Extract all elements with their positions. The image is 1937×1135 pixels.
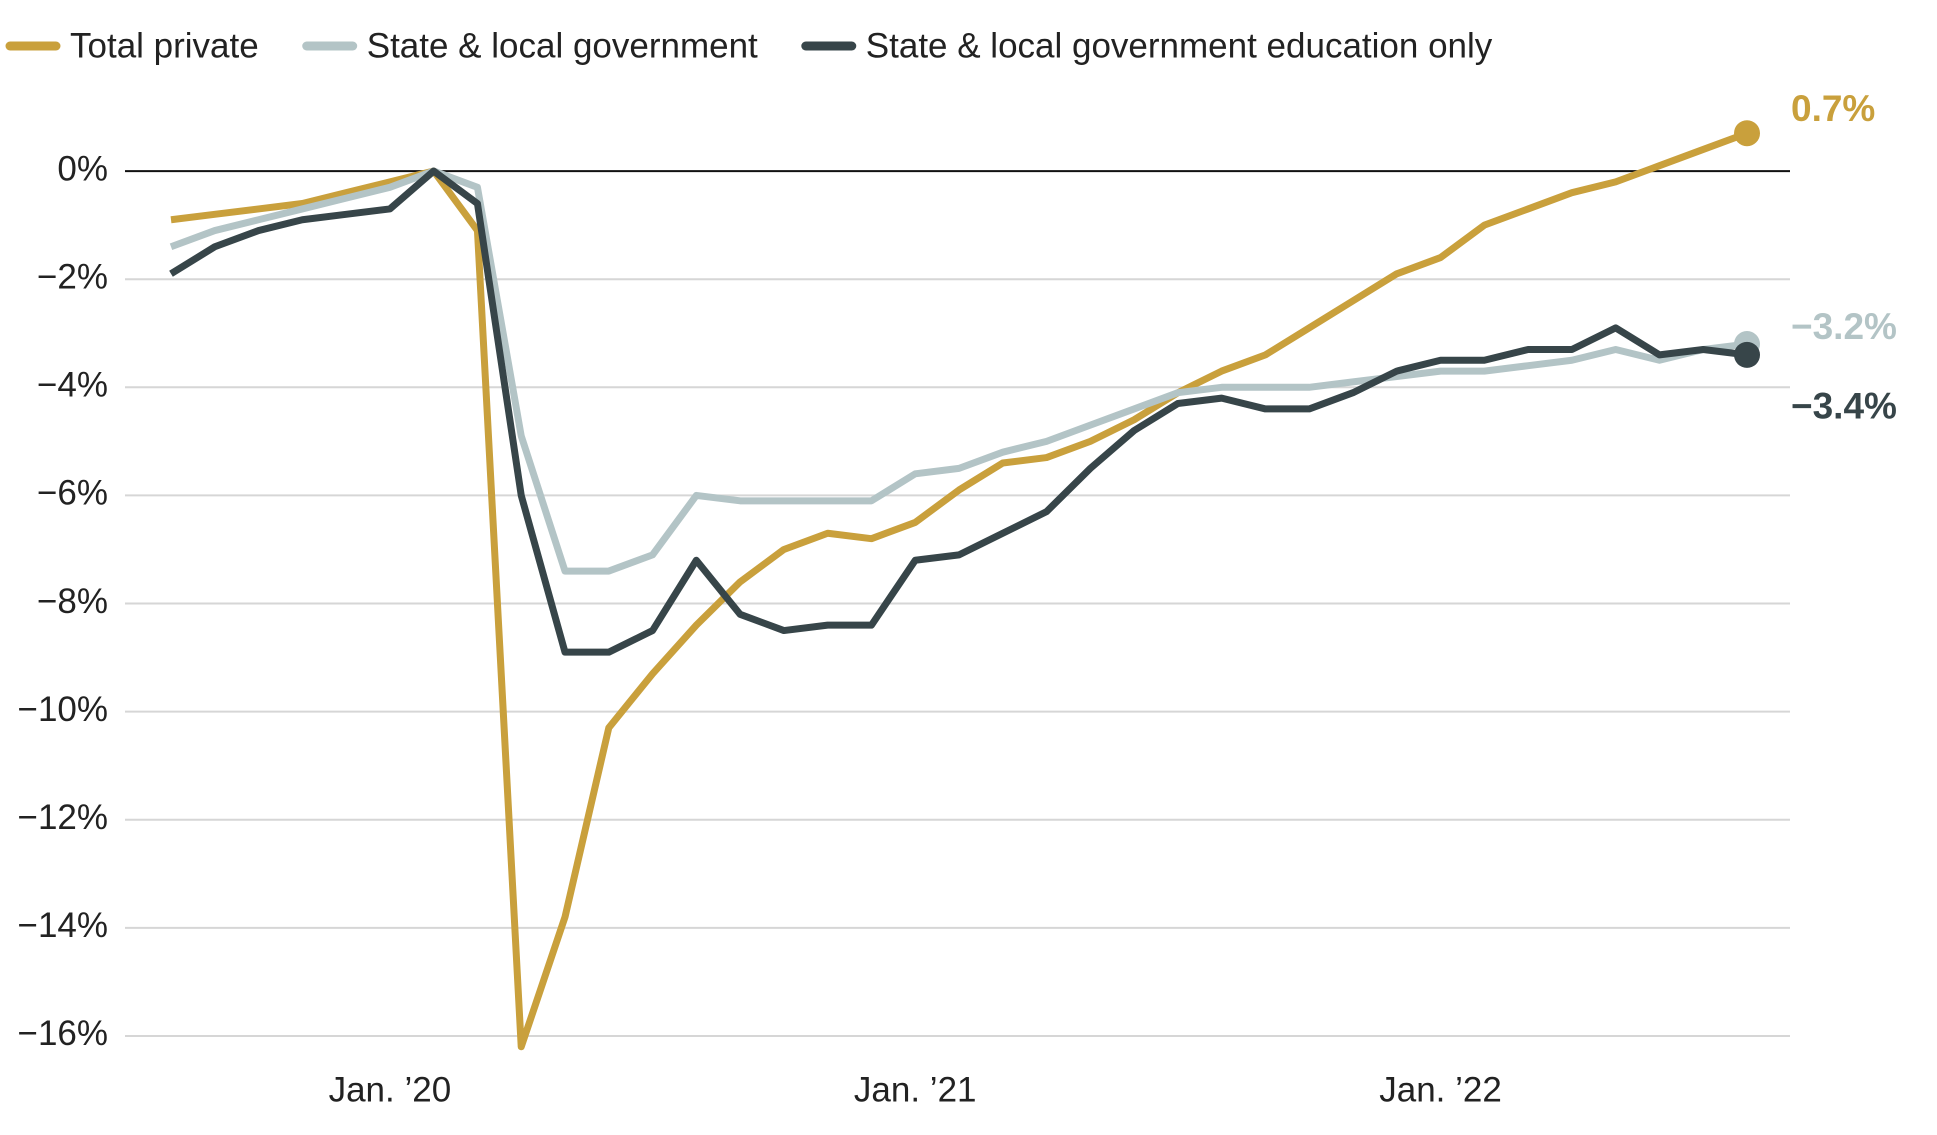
y-tick-label: −4% bbox=[37, 366, 108, 405]
y-tick-label: −12% bbox=[18, 798, 109, 837]
y-tick-label: −2% bbox=[37, 257, 108, 296]
legend-label: State & local government education only bbox=[866, 26, 1493, 65]
y-tick-label: −8% bbox=[37, 582, 108, 621]
y-tick-label: −10% bbox=[18, 690, 109, 729]
value-label: −3.4% bbox=[1791, 386, 1897, 427]
x-tick-label: Jan. ’22 bbox=[1379, 1070, 1502, 1109]
series-line bbox=[169, 167, 1748, 656]
legend-label: State & local government bbox=[367, 26, 758, 65]
y-tick-label: −14% bbox=[18, 906, 109, 945]
legend-label: Total private bbox=[70, 26, 259, 65]
value-label: −3.2% bbox=[1791, 306, 1897, 347]
series-line bbox=[170, 129, 1749, 1051]
y-tick-label: −16% bbox=[18, 1014, 109, 1053]
end-point bbox=[1734, 120, 1760, 147]
y-tick-label: 0% bbox=[57, 149, 108, 188]
x-tick-label: Jan. ’21 bbox=[854, 1070, 977, 1109]
x-tick-label: Jan. ’20 bbox=[329, 1070, 452, 1109]
y-tick-label: −6% bbox=[37, 474, 108, 513]
value-label: 0.7% bbox=[1791, 88, 1875, 129]
series-line bbox=[169, 167, 1748, 575]
end-point bbox=[1734, 341, 1760, 368]
